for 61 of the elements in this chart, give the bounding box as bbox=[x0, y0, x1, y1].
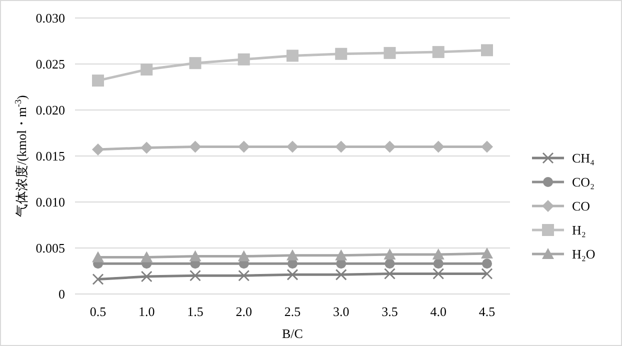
y-tick-label: 0.025 bbox=[36, 56, 65, 72]
point bbox=[335, 249, 348, 260]
point bbox=[433, 258, 444, 269]
point bbox=[481, 268, 493, 280]
point bbox=[189, 250, 202, 262]
point bbox=[189, 140, 202, 153]
x-axis-title: B/C bbox=[282, 326, 303, 341]
x-tick-label: 2.5 bbox=[284, 304, 301, 319]
legend-label: CO₂ bbox=[572, 174, 595, 190]
point bbox=[481, 44, 493, 56]
point bbox=[384, 140, 396, 153]
point bbox=[481, 248, 493, 259]
y-tick-label: 0.010 bbox=[36, 194, 65, 210]
legend-label: H₂ bbox=[572, 222, 586, 238]
x-tick-label: 1.0 bbox=[138, 304, 155, 319]
point bbox=[335, 268, 347, 280]
y-tick-label: 0 bbox=[58, 286, 65, 302]
x-tick-label: 4.0 bbox=[430, 304, 446, 319]
y-tick-label: 0.005 bbox=[36, 240, 65, 256]
point bbox=[384, 268, 396, 280]
point bbox=[238, 53, 250, 66]
point bbox=[432, 268, 444, 280]
point bbox=[286, 249, 298, 260]
point bbox=[286, 50, 298, 62]
point bbox=[432, 248, 444, 260]
point bbox=[92, 274, 104, 286]
point bbox=[140, 251, 153, 262]
point bbox=[286, 140, 298, 153]
point bbox=[432, 140, 444, 153]
x-tick-label: 2.0 bbox=[236, 304, 252, 319]
y-tick-label: 0.020 bbox=[36, 102, 65, 118]
point bbox=[92, 144, 104, 156]
legend-label: CO bbox=[572, 198, 590, 214]
x-tick-label: 3.0 bbox=[333, 304, 350, 319]
point bbox=[384, 46, 396, 59]
point bbox=[432, 46, 444, 58]
point bbox=[190, 270, 201, 282]
point bbox=[238, 270, 250, 282]
point bbox=[92, 251, 104, 262]
point bbox=[140, 142, 153, 154]
point bbox=[286, 268, 298, 280]
y-tick-label: 0.030 bbox=[36, 10, 65, 26]
point bbox=[92, 74, 104, 87]
point bbox=[238, 250, 250, 262]
legend-label: CH₄ bbox=[572, 150, 596, 166]
x-tick-label: 0.5 bbox=[90, 304, 106, 319]
point bbox=[140, 270, 152, 282]
point bbox=[384, 248, 396, 260]
point bbox=[335, 48, 348, 60]
point bbox=[238, 140, 250, 153]
point bbox=[482, 258, 492, 269]
point bbox=[481, 140, 493, 153]
x-tick-label: 4.5 bbox=[478, 304, 496, 319]
legend-label: H₂O bbox=[572, 246, 596, 262]
point bbox=[140, 64, 153, 76]
point bbox=[384, 258, 395, 269]
point bbox=[189, 57, 202, 70]
x-tick-label: 3.5 bbox=[382, 304, 398, 319]
point bbox=[335, 140, 348, 153]
y-tick-label: 0.015 bbox=[36, 148, 65, 164]
x-tick-label: 1.5 bbox=[187, 304, 204, 319]
